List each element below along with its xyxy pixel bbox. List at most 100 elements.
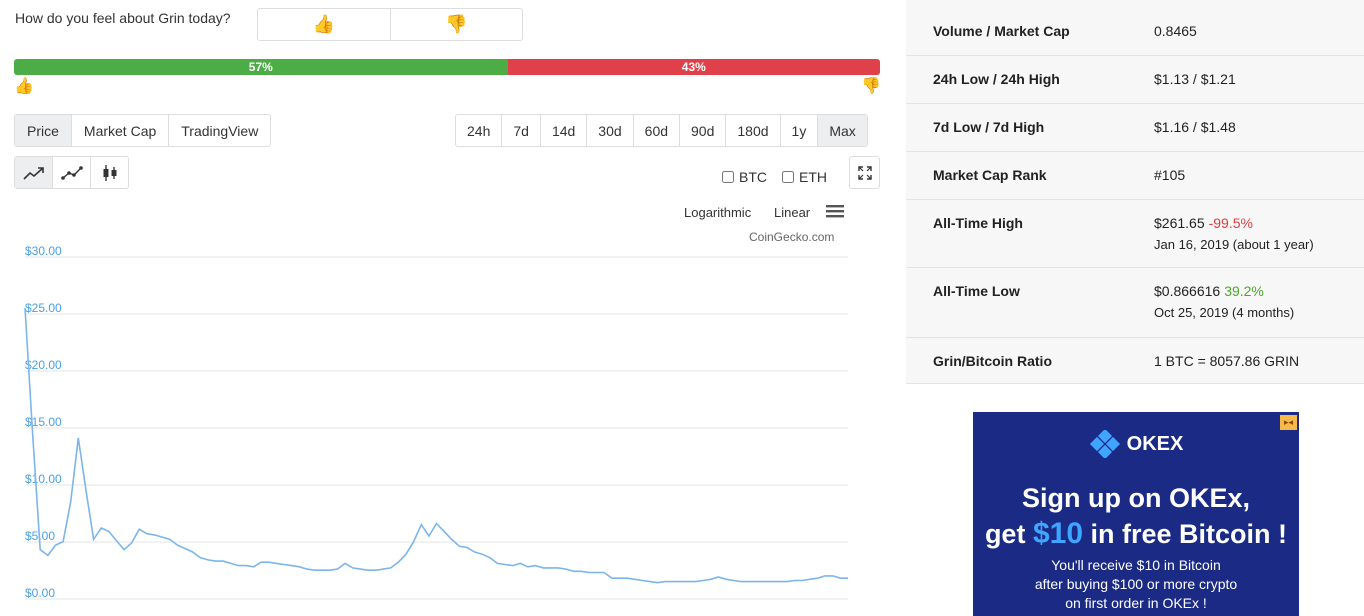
price-chart: $30.00 $25.00 $20.00 $15.00 $10.00 $5.00 $0.00	[24, 244, 848, 600]
ad-headline: Sign up on OKEx, get $10 in free Bitcoin…	[973, 480, 1299, 552]
stat-label: Market Cap Rank	[933, 167, 1047, 183]
stat-value: $1.13 / $1.21	[1154, 71, 1236, 87]
stat-label: 24h Low / 24h High	[933, 71, 1060, 87]
tab-market-cap[interactable]: Market Cap	[70, 115, 168, 146]
stat-value: #105	[1154, 167, 1185, 183]
compare-btc-label: BTC	[739, 169, 767, 185]
stat-value: 0.8465	[1154, 23, 1197, 39]
compare-eth-checkbox[interactable]	[782, 171, 794, 183]
okex-logo-icon	[1089, 430, 1120, 458]
thumbs-down-icon: 👎	[445, 14, 468, 34]
ad-body-line3: on first order in OKEx !	[1065, 595, 1207, 611]
range-60d[interactable]: 60d	[632, 115, 679, 146]
y-tick-label: $10.00	[25, 472, 62, 486]
ad-headline-pre: get	[984, 519, 1033, 549]
compare-btc-checkbox[interactable]	[722, 171, 734, 183]
stat-row: Market Cap Rank #105	[906, 152, 1364, 200]
compare-eth-label: ETH	[799, 169, 827, 185]
candlestick-button[interactable]	[90, 157, 128, 188]
ad-body-line2: after buying $100 or more crypto	[1034, 576, 1238, 592]
chart-credit: CoinGecko.com	[749, 230, 835, 244]
sentiment-positive-segment: 57%	[14, 59, 508, 75]
stat-value-text: $261.65	[1154, 215, 1205, 231]
stat-date: Oct 25, 2019 (4 months)	[1154, 305, 1295, 320]
stat-value-text: $0.866616	[1154, 283, 1221, 299]
sentiment-negative-segment: 43%	[507, 59, 880, 75]
sentiment-question: How do you feel about Grin today?	[15, 10, 231, 26]
stat-label: 7d Low / 7d High	[933, 119, 1045, 135]
price-line	[24, 307, 848, 584]
range-max[interactable]: Max	[817, 115, 867, 146]
stats-panel	[906, 0, 1364, 384]
vote-button-group: 👍 👎	[257, 8, 523, 41]
ad-headline-accent: $10	[1032, 517, 1084, 550]
stat-value-text: 0.8465	[1154, 23, 1197, 39]
ad-brand: OKEX	[1126, 432, 1184, 455]
ad-headline-line1: Sign up on OKEx,	[1022, 483, 1250, 513]
tab-price[interactable]: Price	[15, 115, 71, 146]
stat-label: All-Time Low	[933, 283, 1020, 299]
thumbs-down-icon: 👎	[861, 78, 881, 95]
stat-row: Volume / Market Cap 0.8465	[906, 8, 1364, 56]
stat-label: Volume / Market Cap	[933, 23, 1070, 39]
stat-label: All-Time High	[933, 215, 1023, 231]
stat-row: All-Time High $261.65 -99.5% Jan 16, 2019 (…	[906, 200, 1364, 268]
thumbs-up-icon: 👍	[14, 78, 34, 95]
range-7d[interactable]: 7d	[501, 115, 540, 146]
stat-value: $1.16 / $1.48	[1154, 119, 1236, 135]
stat-change: -99.5%	[1208, 215, 1253, 231]
line-markers-button[interactable]	[52, 157, 90, 188]
ad-banner[interactable]: ▸◂ OKEX Sign up on OKEx, get $10 in free…	[973, 412, 1299, 616]
scale-logarithmic[interactable]: Logarithmic	[684, 205, 752, 220]
stat-value: $0.866616 39.2%	[1154, 283, 1264, 299]
vote-up-button[interactable]: 👍	[258, 9, 390, 40]
okex-logo: OKEX	[973, 430, 1299, 458]
chart-tabs: Price Market Cap TradingView	[14, 114, 272, 147]
vote-down-button[interactable]: 👎	[389, 9, 523, 40]
ad-choices-icon[interactable]: ▸◂	[1280, 415, 1297, 430]
ad-headline-line2: get $10 in free Bitcoin !	[973, 516, 1299, 552]
y-tick-label: $5.00	[25, 529, 55, 543]
stat-value-text: 1 BTC = 8057.86 GRIN	[1154, 353, 1300, 369]
stat-row: 7d Low / 7d High $1.16 / $1.48	[906, 104, 1364, 152]
stat-value-text: $1.13 / $1.21	[1154, 71, 1236, 87]
y-tick-label: $30.00	[25, 244, 62, 258]
y-tick-label: $0.00	[25, 586, 55, 600]
expand-button[interactable]	[849, 156, 880, 189]
scale-linear[interactable]: Linear	[774, 205, 811, 220]
range-24h[interactable]: 24h	[467, 122, 491, 139]
compare-eth[interactable]: ETH	[782, 169, 827, 185]
range-1y[interactable]: 1y	[779, 115, 818, 146]
range-180d[interactable]: 180d	[725, 115, 779, 146]
sentiment-bar: 57% 43%	[14, 59, 880, 75]
stat-change: 39.2%	[1224, 283, 1264, 299]
chart-type-group	[14, 156, 129, 189]
range-30d[interactable]: 30d	[586, 115, 632, 146]
line-chart-icon	[22, 166, 44, 180]
line-markers-icon	[60, 165, 83, 180]
candlestick-icon	[103, 164, 116, 181]
stat-value: 1 BTC = 8057.86 GRIN	[1154, 353, 1299, 369]
line-chart-button[interactable]	[15, 157, 52, 188]
stat-date: Jan 16, 2019 (about 1 year)	[1154, 237, 1314, 252]
stat-value-text: #105	[1154, 167, 1186, 183]
tab-tradingview[interactable]: TradingView	[168, 115, 270, 146]
stat-row: All-Time Low $0.866616 39.2% Oct 25, 2019 (…	[906, 268, 1364, 338]
y-tick-label: $20.00	[25, 358, 62, 372]
ad-body-line1: You'll receive $10 in Bitcoin	[1051, 557, 1221, 573]
compare-btc[interactable]: BTC	[722, 169, 767, 185]
stat-value: $261.65 -99.5%	[1154, 215, 1253, 231]
ad-body: You'll receive $10 in Bitcoin after buyi…	[973, 556, 1299, 613]
stat-value-text: $1.16 / $1.48	[1154, 119, 1236, 135]
chart-menu-button[interactable]	[825, 203, 845, 224]
stat-label: Grin/Bitcoin Ratio	[933, 353, 1052, 369]
time-range-group: 24h 7d 14d 30d 60d 90d 180d 1y Max	[455, 114, 868, 147]
y-tick-label: $25.00	[25, 301, 62, 315]
range-90d[interactable]: 90d	[679, 115, 725, 146]
stat-row: 24h Low / 24h High $1.13 / $1.21	[906, 56, 1364, 104]
thumbs-up-icon: 👍	[312, 14, 335, 34]
hamburger-menu-icon	[826, 205, 844, 218]
range-14d[interactable]: 14d	[539, 115, 586, 146]
expand-icon	[857, 165, 872, 180]
y-tick-label: $15.00	[25, 415, 62, 429]
